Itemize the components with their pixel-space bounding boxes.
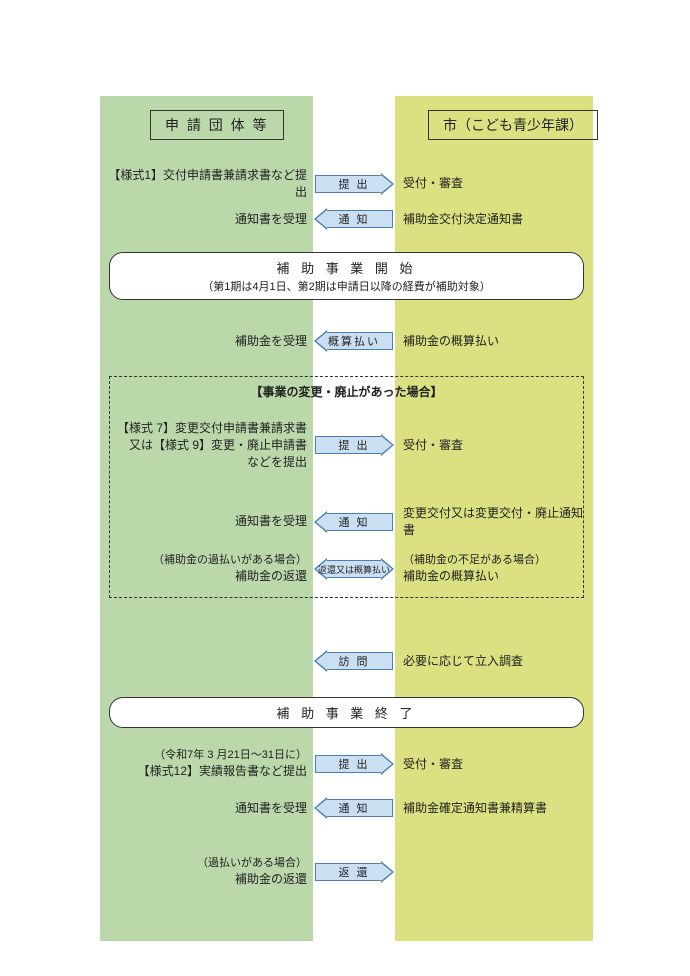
- banner-start-title: 補 助 事 業 開 始: [118, 258, 575, 277]
- flow-row-2: 通知書を受理 通 知 補助金交付決定通知書: [100, 208, 593, 230]
- row9-left: 通知書を受理: [100, 800, 313, 817]
- arrow-return: 返 還: [315, 861, 393, 883]
- row1-right: 受付・審査: [395, 175, 593, 192]
- arrow-submit-2: 提 出: [315, 434, 393, 456]
- arrow-estimate-pay: 概算払い: [315, 330, 393, 352]
- row2-left: 通知書を受理: [100, 211, 313, 228]
- row3-right: 補助金の概算払い: [395, 333, 593, 350]
- flow-row-1: 【様式1】交付申請書兼請求書など提出 提 出 受付・審査: [100, 167, 593, 201]
- row4-right: 受付・審査: [395, 437, 593, 454]
- flow-row-5: 通知書を受理 通 知 変更交付又は変更交付・廃止通知書: [100, 505, 593, 539]
- row2-right: 補助金交付決定通知書: [395, 211, 593, 228]
- row4-left: 【様式 7】変更交付申請書兼請求書 又は【様式 9】変更・廃止申請書 などを提出: [100, 420, 313, 470]
- arrow-notice-3: 通 知: [315, 797, 393, 819]
- flow-row-10: （過払いがある場合） 補助金の返還 返 還: [100, 856, 593, 888]
- row6-right: （補助金の不足がある場合） 補助金の概算払い: [395, 553, 593, 585]
- arrow-notice-2: 通 知: [315, 511, 393, 533]
- row6-left: （補助金の過払いがある場合） 補助金の返還: [100, 553, 313, 585]
- row10-left: （過払いがある場合） 補助金の返還: [100, 856, 313, 888]
- change-cancel-title: 【事業の変更・廃止があった場合】: [110, 377, 583, 404]
- row10-left-note: （過払いがある場合）: [100, 856, 307, 871]
- flow-row-4: 【様式 7】変更交付申請書兼請求書 又は【様式 9】変更・廃止申請書 などを提出…: [100, 420, 593, 470]
- row3-left: 補助金を受理: [100, 333, 313, 350]
- flow-row-9: 通知書を受理 通 知 補助金確定通知書兼精算書: [100, 797, 593, 819]
- arrow-return-or-pay: 返還又は概算払い: [315, 558, 393, 580]
- flow-row-6: （補助金の過払いがある場合） 補助金の返還 返還又は概算払い （補助金の不足があ…: [100, 553, 593, 585]
- row6-right-note: （補助金の不足がある場合）: [403, 553, 593, 568]
- row5-right: 変更交付又は変更交付・廃止通知書: [395, 505, 593, 539]
- arrow-visit: 訪 問: [315, 650, 393, 672]
- header-left: 申 請 団 体 等: [150, 110, 284, 140]
- header-right: 市（こども青少年課）: [428, 110, 598, 140]
- banner-start-sub: （第1期は4月1日、第2期は申請日以降の経費が補助対象）: [118, 278, 575, 294]
- banner-start: 補 助 事 業 開 始 （第1期は4月1日、第2期は申請日以降の経費が補助対象）: [109, 252, 584, 300]
- arrow-submit-3: 提 出: [315, 753, 393, 775]
- row6-left-note: （補助金の過払いがある場合）: [100, 553, 307, 568]
- banner-end: 補 助 事 業 終 了: [109, 697, 584, 728]
- arrow-submit-1: 提 出: [315, 173, 393, 195]
- banner-end-title: 補 助 事 業 終 了: [118, 703, 575, 722]
- row9-right: 補助金確定通知書兼精算書: [395, 800, 593, 817]
- row7-right: 必要に応じて立入調査: [395, 653, 593, 670]
- flow-row-3: 補助金を受理 概算払い 補助金の概算払い: [100, 330, 593, 352]
- flow-row-7: 訪 問 必要に応じて立入調査: [100, 650, 593, 672]
- row1-left: 【様式1】交付申請書兼請求書など提出: [100, 167, 313, 201]
- row5-left: 通知書を受理: [100, 513, 313, 530]
- row8-left-note: （令和7年 3 月21日～31日に）: [100, 748, 307, 763]
- flow-row-8: （令和7年 3 月21日～31日に） 【様式12】実績報告書など提出 提 出 受…: [100, 748, 593, 780]
- arrow-notice-1: 通 知: [315, 208, 393, 230]
- row8-left: （令和7年 3 月21日～31日に） 【様式12】実績報告書など提出: [100, 748, 313, 780]
- row8-right: 受付・審査: [395, 756, 593, 773]
